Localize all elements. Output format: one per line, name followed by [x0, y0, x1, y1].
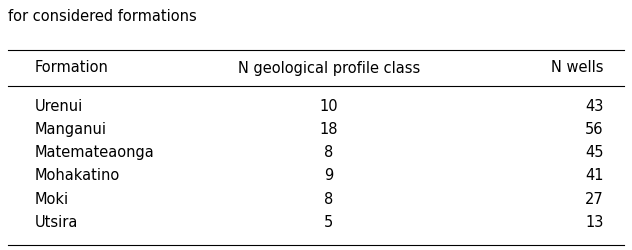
Text: 43: 43	[585, 99, 604, 114]
Text: N geological profile class: N geological profile class	[238, 60, 420, 76]
Text: Matemateaonga: Matemateaonga	[35, 145, 154, 160]
Text: 18: 18	[319, 122, 338, 137]
Text: 56: 56	[585, 122, 604, 137]
Text: 45: 45	[585, 145, 604, 160]
Text: 10: 10	[319, 99, 338, 114]
Text: 27: 27	[585, 192, 604, 207]
Text: Utsira: Utsira	[35, 215, 78, 230]
Text: Urenui: Urenui	[35, 99, 83, 114]
Text: 5: 5	[324, 215, 333, 230]
Text: 8: 8	[324, 145, 333, 160]
Text: 41: 41	[585, 168, 604, 184]
Text: Formation: Formation	[35, 60, 109, 76]
Text: Mohakatino: Mohakatino	[35, 168, 120, 184]
Text: N wells: N wells	[551, 60, 604, 76]
Text: Manganui: Manganui	[35, 122, 107, 137]
Text: Moki: Moki	[35, 192, 69, 207]
Text: for considered formations: for considered formations	[8, 9, 197, 24]
Text: 13: 13	[585, 215, 604, 230]
Text: 8: 8	[324, 192, 333, 207]
Text: 9: 9	[324, 168, 333, 184]
